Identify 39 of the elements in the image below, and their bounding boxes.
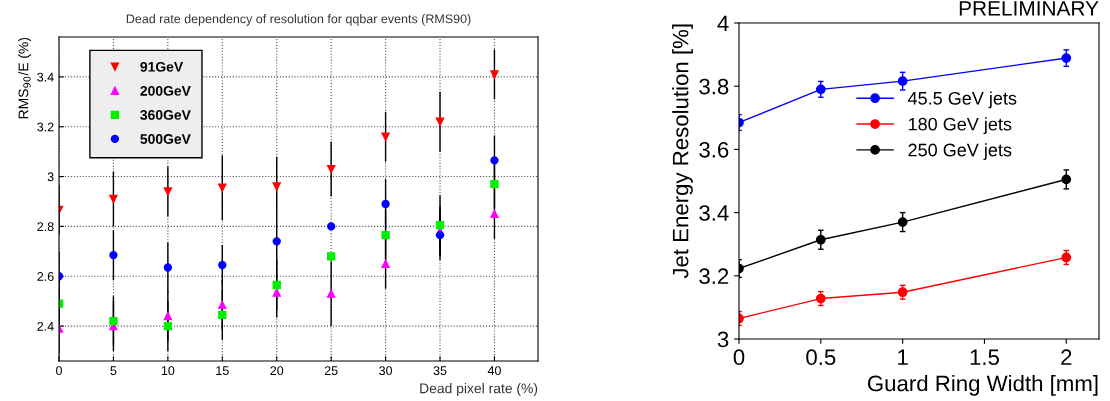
y-tick-label: 4 xyxy=(717,15,729,32)
legend-label: 180 GeV jets xyxy=(908,117,1012,135)
y-tick-label: 3.8 xyxy=(699,78,729,95)
y-tick-label: 3 xyxy=(717,331,729,348)
legend-label: 200GeV xyxy=(140,85,191,96)
y-axis-title: RMS$_{90}$/E (%) xyxy=(18,37,32,119)
x-tick-label: 20 xyxy=(270,366,284,376)
y-tick-label: 3.6 xyxy=(699,141,729,158)
y-tick-label: 3.2 xyxy=(37,122,54,132)
legend-label: 250 GeV jets xyxy=(908,143,1012,160)
legend-label: 45.5 GeV jets xyxy=(908,91,1017,109)
x-tick-label: 25 xyxy=(324,366,338,376)
x-axis-title: Guard Ring Width [mm] xyxy=(867,374,1098,396)
y-tick-label: 2.6 xyxy=(37,272,54,281)
y-tick-label: 3.2 xyxy=(699,268,729,285)
x-tick-label: 0 xyxy=(56,366,62,376)
legend-label: 91GeV xyxy=(140,61,184,72)
chart-title: Dead rate dependency of resolution for qqbar events (RMS90) xyxy=(126,14,471,26)
x-tick-label: 15 xyxy=(216,366,229,376)
y-axis-title: Jet Energy Resolution [%] xyxy=(672,24,693,279)
x-tick-label: 10 xyxy=(161,366,175,376)
y-tick-label: 2.4 xyxy=(37,321,54,331)
x-tick-label: 0.5 xyxy=(806,349,836,366)
legend-label: 500GeV xyxy=(140,134,191,144)
x-tick-label: 5 xyxy=(110,366,117,376)
x-tick-label: 30 xyxy=(379,366,393,376)
y-tick-label: 3.4 xyxy=(37,72,54,82)
x-tick-label: 35 xyxy=(433,366,447,376)
y-tick-label: 3 xyxy=(47,172,54,182)
x-tick-label: 40 xyxy=(487,366,501,376)
y-tick-label: 3.4 xyxy=(699,205,729,221)
x-tick-label: 1 xyxy=(898,349,908,365)
legend-label: 360GeV xyxy=(140,110,191,120)
x-tick-label: 1.5 xyxy=(970,349,999,366)
x-tick-label: 0 xyxy=(733,349,745,366)
x-axis-title: Dead pixel rate (%) xyxy=(420,383,538,397)
y-tick-label: 2.8 xyxy=(37,222,54,232)
x-tick-label: 2 xyxy=(1061,349,1072,365)
text: PRELIMINARY xyxy=(959,1,1099,16)
